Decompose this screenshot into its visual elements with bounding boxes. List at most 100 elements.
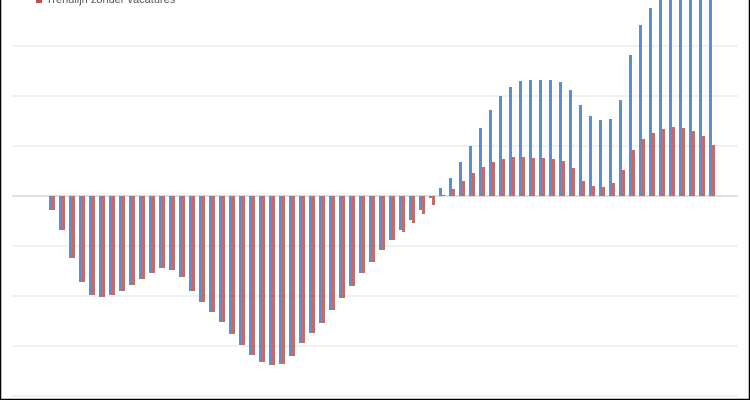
bar <box>259 196 262 362</box>
bar <box>392 196 395 240</box>
bar <box>232 196 235 334</box>
bar <box>649 8 652 196</box>
bar <box>492 162 495 196</box>
bar <box>562 161 565 196</box>
bar <box>609 119 612 196</box>
bar <box>52 196 55 210</box>
bar <box>622 170 625 196</box>
bar <box>329 196 332 310</box>
bar <box>132 196 135 285</box>
bar <box>559 82 562 196</box>
bar <box>79 196 82 282</box>
bar <box>612 183 615 196</box>
bar <box>629 55 632 196</box>
bar <box>169 196 172 270</box>
bar <box>292 196 295 356</box>
bar <box>679 0 682 196</box>
bar <box>712 145 715 196</box>
bar <box>272 196 275 365</box>
bar <box>552 159 555 196</box>
bar <box>202 196 205 302</box>
bar <box>539 80 542 196</box>
bar <box>589 116 592 196</box>
bar <box>709 0 712 196</box>
bar <box>522 157 525 196</box>
bar <box>119 196 122 291</box>
bar <box>342 196 345 298</box>
bar <box>179 196 182 277</box>
bar <box>632 150 635 196</box>
bar <box>662 129 665 196</box>
bar <box>142 196 145 279</box>
bar <box>592 186 595 196</box>
bar <box>59 196 62 230</box>
bar <box>199 196 202 302</box>
bar <box>422 196 425 214</box>
bar <box>499 96 502 196</box>
bar <box>642 139 645 196</box>
bar <box>299 196 302 343</box>
bar <box>509 87 512 196</box>
bar <box>92 196 95 295</box>
bar <box>99 196 102 297</box>
bar <box>419 196 422 210</box>
bar <box>489 110 492 196</box>
bar <box>549 80 552 196</box>
bar <box>279 196 282 364</box>
bar <box>352 196 355 286</box>
bar <box>249 196 252 355</box>
bar <box>502 159 505 196</box>
bar <box>69 196 72 258</box>
bar <box>129 196 132 285</box>
bar <box>582 181 585 196</box>
bar <box>269 196 272 365</box>
bar <box>122 196 125 291</box>
bar <box>72 196 75 258</box>
bar <box>399 196 402 230</box>
bar <box>82 196 85 282</box>
bar <box>379 196 382 250</box>
bar <box>212 196 215 312</box>
bar <box>449 178 452 196</box>
bar <box>472 173 475 196</box>
bar <box>139 196 142 279</box>
bar <box>689 0 692 196</box>
bar <box>462 181 465 196</box>
bar <box>319 196 322 323</box>
bar <box>219 196 222 322</box>
bar <box>282 196 285 364</box>
legend: Trendlijn zonder vacatures <box>36 0 176 6</box>
bar <box>579 105 582 196</box>
bar <box>332 196 335 310</box>
bar <box>459 162 462 196</box>
bar <box>62 196 65 230</box>
bar <box>532 158 535 196</box>
bar <box>192 196 195 291</box>
bar <box>162 196 165 268</box>
bar <box>149 196 152 273</box>
legend-swatch <box>36 0 42 3</box>
bar <box>542 158 545 196</box>
bar <box>529 80 532 196</box>
bar <box>479 128 482 196</box>
bar <box>402 196 405 232</box>
bar <box>619 100 622 196</box>
bar <box>442 195 445 196</box>
bar <box>349 196 352 286</box>
bar <box>289 196 292 356</box>
bar <box>109 196 112 295</box>
bar <box>339 196 342 298</box>
bar <box>682 128 685 196</box>
bar <box>702 136 705 196</box>
bar <box>469 146 472 196</box>
bar <box>362 196 365 273</box>
bar <box>672 127 675 196</box>
bar <box>242 196 245 345</box>
bar <box>189 196 192 291</box>
bar <box>439 188 442 196</box>
bar <box>519 81 522 196</box>
bar <box>49 196 52 210</box>
bar <box>659 0 662 196</box>
bar <box>602 187 605 196</box>
